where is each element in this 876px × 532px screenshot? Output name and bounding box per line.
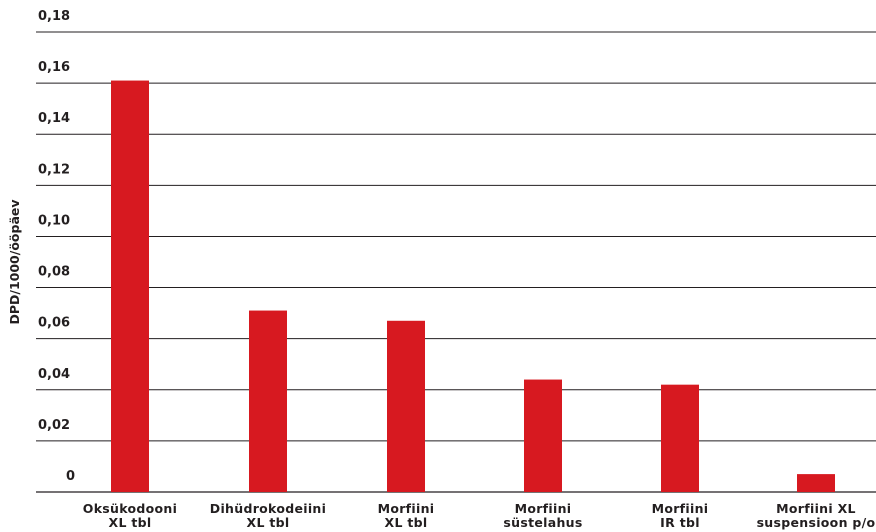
bar bbox=[387, 320, 425, 492]
x-axis-categories: Oksükodooni XL tbl Dihüdrokodeiini XL tbl Mo… bbox=[83, 501, 876, 530]
category-label: Oksükodooni XL tbl bbox=[83, 501, 177, 530]
y-tick-label: 0,10 bbox=[38, 213, 70, 228]
bars bbox=[111, 80, 835, 493]
category-label: Morfiini XL suspensioon p/o bbox=[757, 501, 876, 530]
y-tick-label: 0,14 bbox=[38, 111, 70, 126]
y-tick-label: 0,06 bbox=[38, 316, 70, 331]
bar bbox=[797, 474, 835, 492]
y-tick-label: 0,18 bbox=[38, 9, 70, 24]
category-label: Morfiini XL tbl bbox=[378, 501, 435, 530]
grid-lines bbox=[36, 31, 876, 493]
y-axis-label: DPD/1000/ööpäev bbox=[7, 199, 22, 324]
y-tick-label: 0,04 bbox=[38, 367, 70, 382]
y-tick-label: 0,12 bbox=[38, 162, 70, 177]
bar bbox=[524, 379, 562, 492]
bar bbox=[249, 310, 287, 492]
bar bbox=[661, 384, 699, 492]
bar bbox=[111, 80, 149, 493]
y-tick-label: 0,08 bbox=[38, 265, 70, 280]
y-tick-label: 0,16 bbox=[38, 60, 70, 75]
category-label: Dihüdrokodeiini XL tbl bbox=[210, 501, 326, 530]
y-tick-label: 0 bbox=[66, 469, 75, 484]
category-label: Morfiini süstelahus bbox=[503, 501, 582, 530]
y-tick-label: 0,02 bbox=[38, 418, 70, 433]
category-label: Morfiini IR tbl bbox=[652, 501, 709, 530]
y-axis-ticks: 0 0,02 0,04 0,06 0,08 0,10 0,12 0,14 0,16 0,18 bbox=[38, 9, 75, 484]
